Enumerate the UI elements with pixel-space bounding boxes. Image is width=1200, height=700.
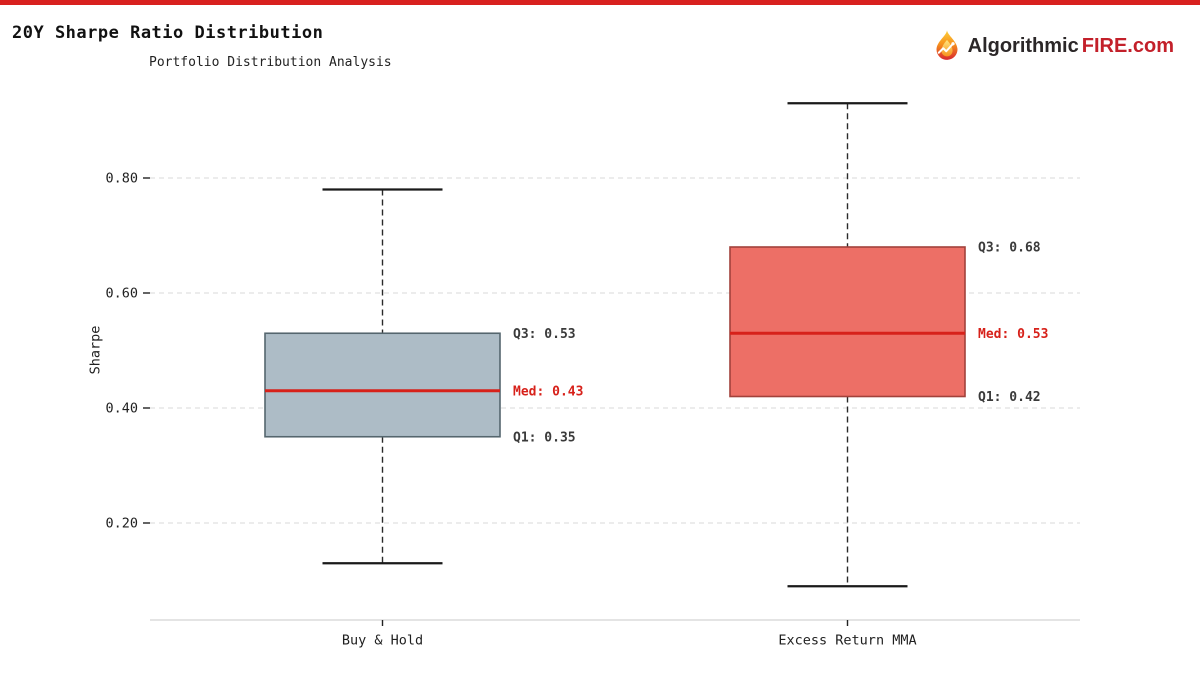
y-tick-label: 0.60 bbox=[105, 286, 138, 302]
brand-name-red: FIRE.com bbox=[1081, 34, 1174, 57]
annotation-q1: Q1: 0.42 bbox=[978, 390, 1041, 405]
y-tick-label: 0.80 bbox=[105, 171, 138, 187]
x-category-label: Buy & Hold bbox=[342, 633, 423, 649]
y-tick-label: 0.40 bbox=[105, 401, 138, 417]
y-tick-label: 0.20 bbox=[105, 516, 138, 532]
annotation-q3: Q3: 0.53 bbox=[513, 327, 576, 342]
flame-chart-icon bbox=[929, 28, 965, 64]
iqr-box bbox=[264, 332, 501, 438]
brand-logo[interactable]: Algorithmic FIRE.com bbox=[929, 28, 1174, 64]
top-accent-bar bbox=[0, 0, 1200, 5]
x-category-label: Excess Return MMA bbox=[778, 633, 916, 649]
annotation-median: Med: 0.43 bbox=[513, 384, 583, 399]
annotation-q3: Q3: 0.68 bbox=[978, 241, 1041, 256]
annotation-median: Med: 0.53 bbox=[978, 327, 1048, 342]
annotation-q1: Q1: 0.35 bbox=[513, 430, 576, 445]
brand-name-dark: Algorithmic bbox=[967, 34, 1079, 57]
y-axis-label: Sharpe bbox=[88, 326, 104, 375]
iqr-box bbox=[729, 246, 966, 398]
chart-subtitle: Portfolio Distribution Analysis bbox=[149, 55, 392, 70]
page-title: 20Y Sharpe Ratio Distribution bbox=[12, 23, 324, 44]
